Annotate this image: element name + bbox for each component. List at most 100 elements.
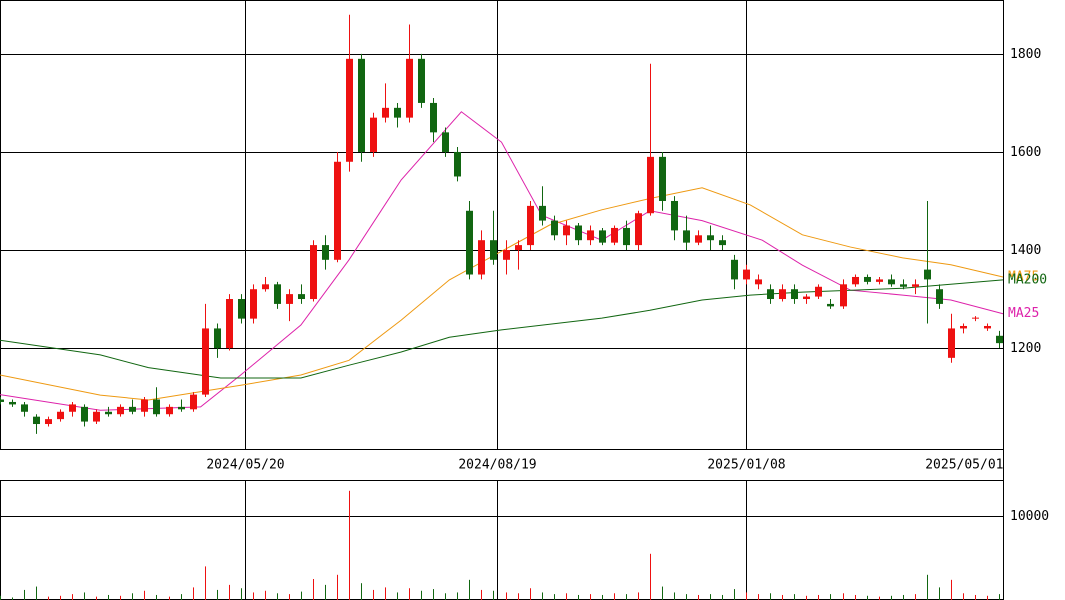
candle-body bbox=[129, 406, 136, 412]
candle-body bbox=[45, 419, 52, 425]
volume-bar bbox=[325, 584, 326, 600]
volume-bar bbox=[939, 587, 940, 600]
volume-bar bbox=[891, 595, 892, 600]
volume-bar bbox=[794, 594, 795, 600]
candle-body bbox=[141, 399, 148, 412]
x-tick-label: 2024/05/20 bbox=[206, 458, 284, 473]
volume-bar bbox=[193, 587, 194, 600]
candle-body bbox=[370, 117, 377, 152]
volume-bar bbox=[433, 589, 434, 600]
candle-body bbox=[166, 406, 173, 415]
candle-body bbox=[623, 227, 630, 246]
candle-body bbox=[81, 406, 88, 422]
candle-body bbox=[190, 394, 197, 410]
volume-bar bbox=[602, 594, 603, 600]
price-frame bbox=[0, 0, 1004, 450]
volume-bar bbox=[120, 595, 121, 600]
y-tick-label: 1200 bbox=[1010, 341, 1041, 356]
candle-body bbox=[105, 411, 112, 415]
candle-body bbox=[803, 296, 810, 300]
candle-body bbox=[274, 284, 281, 304]
candle-body bbox=[671, 200, 678, 231]
candle-body bbox=[226, 299, 233, 349]
volume-bar bbox=[674, 592, 675, 600]
volume-bar bbox=[506, 592, 507, 600]
candle-body bbox=[755, 279, 762, 285]
x-tick-label: 2025/05/01 bbox=[925, 458, 1003, 473]
volume-bar bbox=[855, 594, 856, 600]
candle-body bbox=[599, 230, 606, 243]
volume-bar bbox=[108, 594, 109, 600]
volume-bar bbox=[554, 594, 555, 600]
volume-bar bbox=[638, 592, 639, 600]
volume-bar bbox=[72, 594, 73, 600]
volume-frame bbox=[0, 480, 1004, 600]
volume-bar bbox=[397, 592, 398, 600]
candle-body bbox=[635, 213, 642, 246]
candle-body bbox=[731, 259, 738, 280]
candle-body bbox=[719, 240, 726, 246]
candle-body bbox=[647, 156, 654, 214]
candle-body bbox=[960, 325, 967, 329]
candle-body bbox=[478, 240, 485, 275]
volume-bar bbox=[241, 588, 242, 600]
volume-bar bbox=[469, 579, 470, 600]
y-tick-label: 1600 bbox=[1010, 145, 1041, 160]
volume-bar bbox=[253, 592, 254, 600]
candle-body bbox=[93, 411, 100, 422]
candle-body bbox=[418, 58, 425, 103]
candle-body bbox=[430, 102, 437, 133]
volume-bar bbox=[975, 594, 976, 600]
volume-bar bbox=[734, 589, 735, 600]
volume-bar bbox=[289, 594, 290, 600]
volume-bar bbox=[132, 593, 133, 600]
volume-bar bbox=[686, 594, 687, 600]
candle-body bbox=[611, 227, 618, 243]
volume-bar bbox=[361, 583, 362, 600]
candle-body bbox=[490, 240, 497, 260]
candle-body bbox=[454, 151, 461, 177]
y-tick-label: 1800 bbox=[1010, 47, 1041, 62]
candle-body bbox=[984, 325, 991, 329]
moving-average-line bbox=[0, 187, 1004, 401]
volume-bar bbox=[217, 589, 218, 600]
candle-body bbox=[575, 225, 582, 241]
candle-body bbox=[442, 132, 449, 152]
candle-body bbox=[587, 230, 594, 241]
line-label: MA75 bbox=[1008, 269, 1039, 284]
candle-body bbox=[827, 303, 834, 307]
volume-bar bbox=[867, 595, 868, 600]
candle-body bbox=[779, 289, 786, 300]
volume-bar bbox=[337, 574, 338, 600]
volume-bar bbox=[156, 594, 157, 600]
volume-bar bbox=[0, 595, 1, 600]
volume-bar bbox=[313, 579, 314, 600]
volume-bar bbox=[36, 586, 37, 600]
candle-body bbox=[924, 269, 931, 280]
volume-bar bbox=[96, 596, 97, 600]
candle-body bbox=[936, 289, 943, 304]
candle-body bbox=[695, 235, 702, 243]
volume-bar bbox=[818, 594, 819, 600]
volume-bar bbox=[181, 594, 182, 600]
volume-bar bbox=[963, 593, 964, 600]
candle-body bbox=[466, 210, 473, 275]
x-tick-label: 2024/08/19 bbox=[458, 458, 536, 473]
candle-body bbox=[202, 328, 209, 395]
candle-body bbox=[563, 225, 570, 236]
volume-bar bbox=[927, 574, 928, 600]
candle-body bbox=[527, 205, 534, 246]
volume-bar bbox=[60, 595, 61, 600]
volume-bar bbox=[277, 593, 278, 600]
volume-bar bbox=[662, 586, 663, 600]
y-tick-label: 1400 bbox=[1010, 243, 1041, 258]
volume-bar bbox=[590, 594, 591, 600]
candle-body bbox=[310, 245, 317, 300]
candle-body bbox=[503, 250, 510, 260]
volume-bar bbox=[265, 590, 266, 600]
candle-body bbox=[948, 328, 955, 358]
candle-body bbox=[707, 235, 714, 241]
volume-bar bbox=[915, 594, 916, 600]
